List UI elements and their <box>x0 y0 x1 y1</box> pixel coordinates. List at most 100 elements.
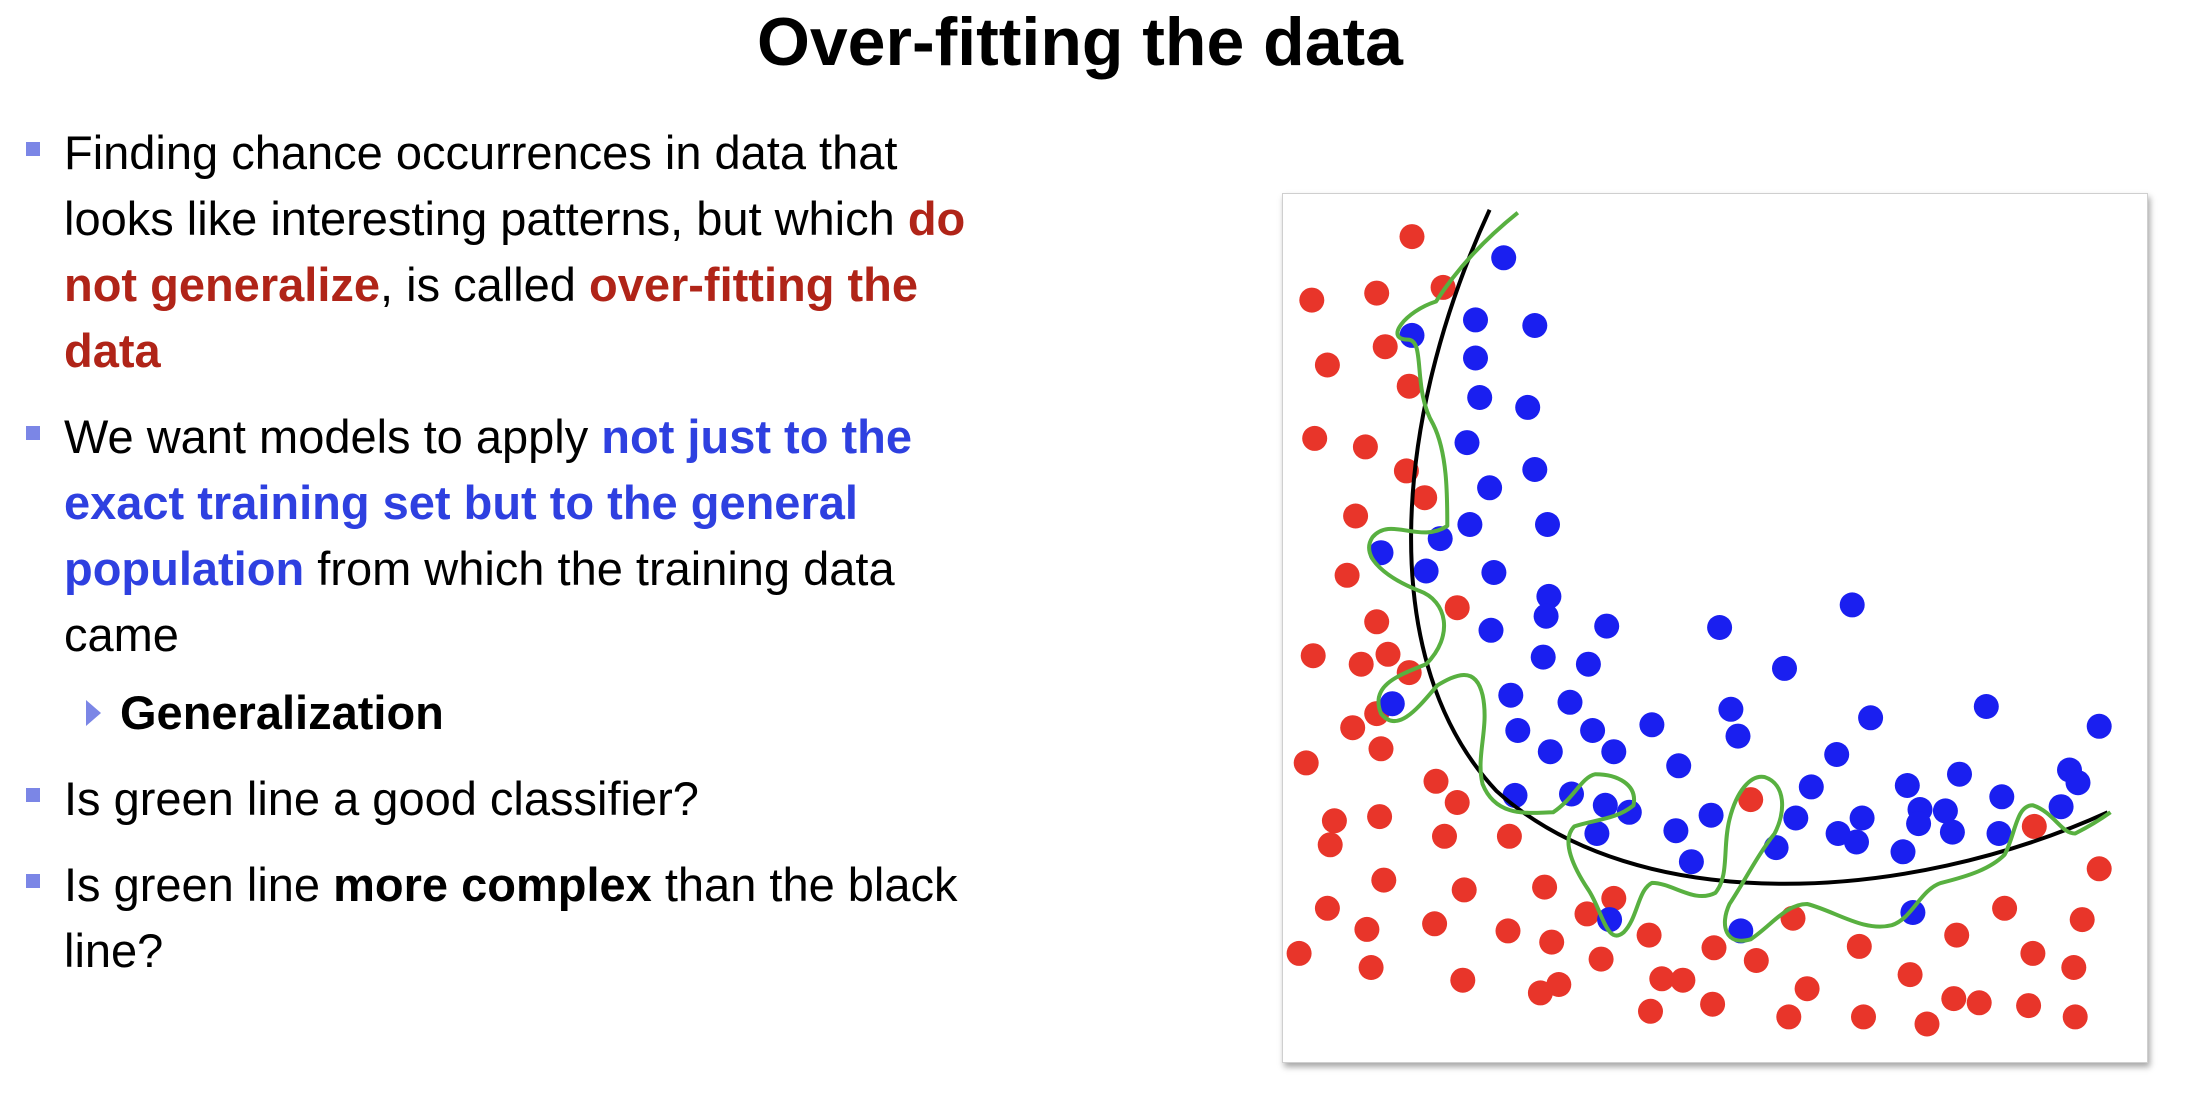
blue-data-point <box>1575 651 1601 677</box>
red-data-point <box>1352 434 1378 460</box>
triangle-bullet-icon <box>86 700 101 726</box>
bullet-overfitting-definition: Finding chance occurrences in data that … <box>20 120 1020 384</box>
highlight-do-not-generalize: do not generalize <box>64 192 966 311</box>
red-data-point <box>1450 967 1476 993</box>
red-data-point <box>1444 595 1470 621</box>
red-data-point <box>1314 352 1340 378</box>
red-data-point <box>1354 916 1380 942</box>
bullet-generalization-goal: We want models to apply not just to the … <box>20 404 1020 668</box>
red-data-point <box>2069 907 2095 933</box>
bullet-text: Is green line <box>64 858 334 911</box>
bullet-list: Finding chance occurrences in data that … <box>20 120 1020 984</box>
red-data-point <box>1738 787 1764 813</box>
red-data-point <box>2062 1004 2088 1030</box>
blue-data-point <box>1457 512 1483 537</box>
red-data-point <box>1649 966 1675 992</box>
red-data-point <box>1343 503 1369 529</box>
blue-data-point <box>1478 617 1504 643</box>
red-data-point <box>1941 986 1967 1012</box>
blue-data-point <box>1537 739 1563 765</box>
blue-data-point <box>1894 773 1920 798</box>
bullet-complexity-question: Is green line more complex than the blac… <box>20 852 1020 984</box>
blue-data-point <box>2065 770 2091 796</box>
blue-data-point <box>1906 811 1932 837</box>
highlight-over-fitting: over-fitting the data <box>64 258 918 377</box>
red-data-point <box>1539 929 1565 955</box>
blue-data-point <box>1592 792 1618 818</box>
blue-data-point <box>1616 799 1642 825</box>
blue-data-point <box>1522 457 1548 482</box>
blue-data-point <box>2048 794 2074 820</box>
bullet-text: from which the training data came <box>64 542 895 661</box>
blue-data-point <box>1678 849 1704 875</box>
highlight-more-complex: more complex <box>333 858 652 911</box>
blue-data-point <box>1481 560 1507 585</box>
blue-data-point <box>1535 512 1560 537</box>
scatter-plot-svg <box>1286 208 2112 1037</box>
slide-title: Over-fitting the data <box>756 4 1404 80</box>
red-data-point <box>1300 643 1326 669</box>
blue-data-point <box>1536 583 1562 609</box>
blue-data-point <box>1663 818 1689 844</box>
red-data-point <box>1412 485 1438 511</box>
red-data-point <box>1451 877 1477 903</box>
red-data-point <box>2020 940 2046 966</box>
red-data-point <box>1364 280 1390 306</box>
blue-data-point <box>1798 774 1824 800</box>
blue-data-point <box>1477 475 1503 501</box>
red-data-point <box>1636 922 1662 948</box>
red-data-point <box>1851 1004 1876 1030</box>
square-bullet-icon <box>26 874 40 888</box>
blue-data-point <box>1639 712 1665 738</box>
sub-bullet-generalization: Generalization <box>20 680 1020 746</box>
red-data-point <box>1422 911 1448 937</box>
red-data-point <box>1794 976 1820 1002</box>
red-data-point <box>1588 946 1614 972</box>
blue-data-point <box>1932 798 1958 824</box>
blue-data-point <box>1584 821 1610 846</box>
blue-data-point <box>1522 313 1548 338</box>
blue-data-point <box>1498 682 1524 708</box>
red-data-point <box>1670 967 1696 993</box>
blue-data-point <box>1986 821 2012 846</box>
red-data-point <box>1700 991 1726 1017</box>
blue-data-point <box>1839 592 1865 618</box>
red-data-point <box>1399 224 1425 250</box>
highlight-general-population: not just to the exact training set but t… <box>64 410 912 595</box>
red-data-point <box>1364 609 1390 635</box>
bullet-text: Is green line a good classifier? <box>64 772 699 825</box>
blue-data-point <box>1989 784 2015 810</box>
blue-data-point <box>1515 394 1541 420</box>
blue-data-point <box>1454 430 1480 456</box>
blue-data-point <box>1947 761 1972 787</box>
red-data-point <box>1293 750 1319 776</box>
red-data-point <box>1340 715 1366 741</box>
red-data-point <box>1897 962 1923 988</box>
red-data-point <box>2021 813 2047 839</box>
blue-data-point <box>1844 829 1869 855</box>
red-data-point <box>1574 901 1600 927</box>
blue-data-point <box>1707 615 1733 640</box>
red-data-point <box>1317 832 1343 858</box>
red-data-point <box>1944 922 1970 948</box>
blue-data-point <box>1505 718 1531 743</box>
red-data-point <box>1348 651 1374 677</box>
red-data-point <box>1444 790 1470 815</box>
red-data-point <box>1601 885 1627 911</box>
red-data-point <box>1358 955 1384 980</box>
red-data-point <box>1286 940 1312 966</box>
red-data-point <box>1966 990 1992 1016</box>
sub-bullet-text: Generalization <box>120 686 444 739</box>
red-data-point <box>1367 804 1393 830</box>
green-overfit-boundary <box>1367 211 2112 943</box>
red-data-point <box>1302 425 1328 451</box>
blue-data-point <box>1939 819 1965 845</box>
red-data-point <box>2016 993 2042 1019</box>
red-data-point <box>2061 955 2087 980</box>
red-data-point <box>1314 895 1340 921</box>
red-data-point <box>1423 768 1449 794</box>
blue-data-point <box>1973 694 1999 719</box>
red-data-point <box>1375 641 1401 667</box>
red-data-point <box>1527 980 1553 1006</box>
blue-data-point <box>1597 907 1623 933</box>
